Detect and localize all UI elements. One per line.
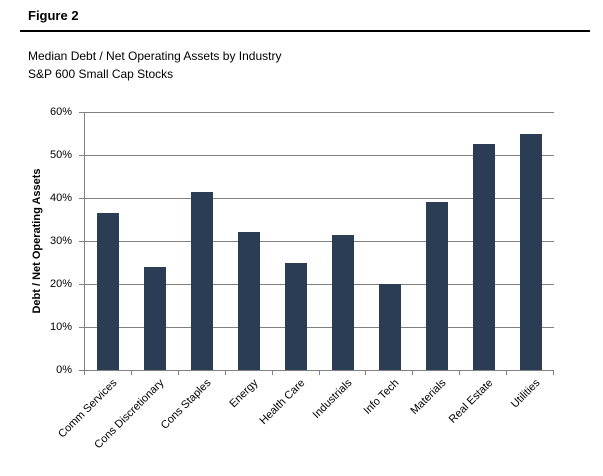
bar-industrials (331, 234, 354, 370)
gridline (85, 327, 554, 328)
x-tick-mark (271, 371, 273, 375)
plot-area (84, 112, 554, 371)
y-tick-mark (79, 241, 84, 242)
y-tick-mark (79, 112, 84, 113)
y-tick-mark (79, 370, 84, 371)
y-tick-mark (79, 198, 84, 199)
x-category-label: Health Care (257, 377, 308, 427)
x-category-label: Utilities (508, 377, 543, 411)
x-tick-mark (130, 371, 132, 375)
gridline (85, 241, 554, 242)
y-tick-label: 20% (49, 278, 72, 290)
bar-real-estate (472, 144, 495, 370)
x-category-label: Info Tech (361, 377, 402, 417)
gridline (85, 284, 554, 285)
x-tick-mark (553, 371, 554, 375)
x-category-label: Cons Discretionary (92, 377, 167, 452)
x-tick-mark (318, 371, 320, 375)
bar-cons-discretionary (144, 266, 167, 370)
x-tick-mark (365, 371, 367, 375)
y-tick-label: 40% (49, 192, 72, 204)
x-category-label: Cons Staples (158, 377, 214, 432)
x-tick-mark (459, 371, 461, 375)
chart-title: Median Debt / Net Operating Assets by In… (28, 48, 281, 83)
bar-comm-services (97, 213, 120, 370)
x-tick-mark (506, 371, 508, 375)
chart-title-line2: S&P 600 Small Cap Stocks (28, 66, 174, 81)
gridline (85, 155, 554, 156)
x-category-label: Energy (227, 377, 261, 411)
y-tick-label: 30% (49, 235, 72, 247)
y-tick-mark (79, 327, 84, 328)
bar-materials (425, 202, 448, 370)
bar-info-tech (378, 284, 401, 370)
chart-title-line1: Median Debt / Net Operating Assets by In… (28, 49, 282, 63)
y-tick-label: 50% (49, 149, 72, 161)
bar-energy (238, 232, 261, 370)
bar-utilities (519, 133, 542, 370)
y-tick-label: 60% (49, 106, 72, 118)
x-category-label: Industrials (310, 377, 355, 421)
bar-cons-staples (191, 191, 214, 370)
x-tick-mark (224, 371, 226, 375)
y-tick-mark (79, 284, 84, 285)
x-tick-mark (177, 371, 179, 375)
x-category-label: Real Estate (446, 377, 496, 426)
x-tick-mark (84, 371, 85, 375)
gridline (85, 112, 554, 113)
header-rule (20, 30, 590, 32)
y-tick-label: 10% (49, 321, 72, 333)
figure-label: Figure 2 (28, 8, 79, 23)
bar-health-care (285, 262, 308, 370)
y-tick-label: 0% (56, 364, 72, 376)
x-category-label: Comm Services (56, 377, 120, 441)
y-tick-mark (79, 155, 84, 156)
x-category-label: Materials (408, 377, 449, 418)
x-tick-mark (412, 371, 414, 375)
gridline (85, 198, 554, 199)
